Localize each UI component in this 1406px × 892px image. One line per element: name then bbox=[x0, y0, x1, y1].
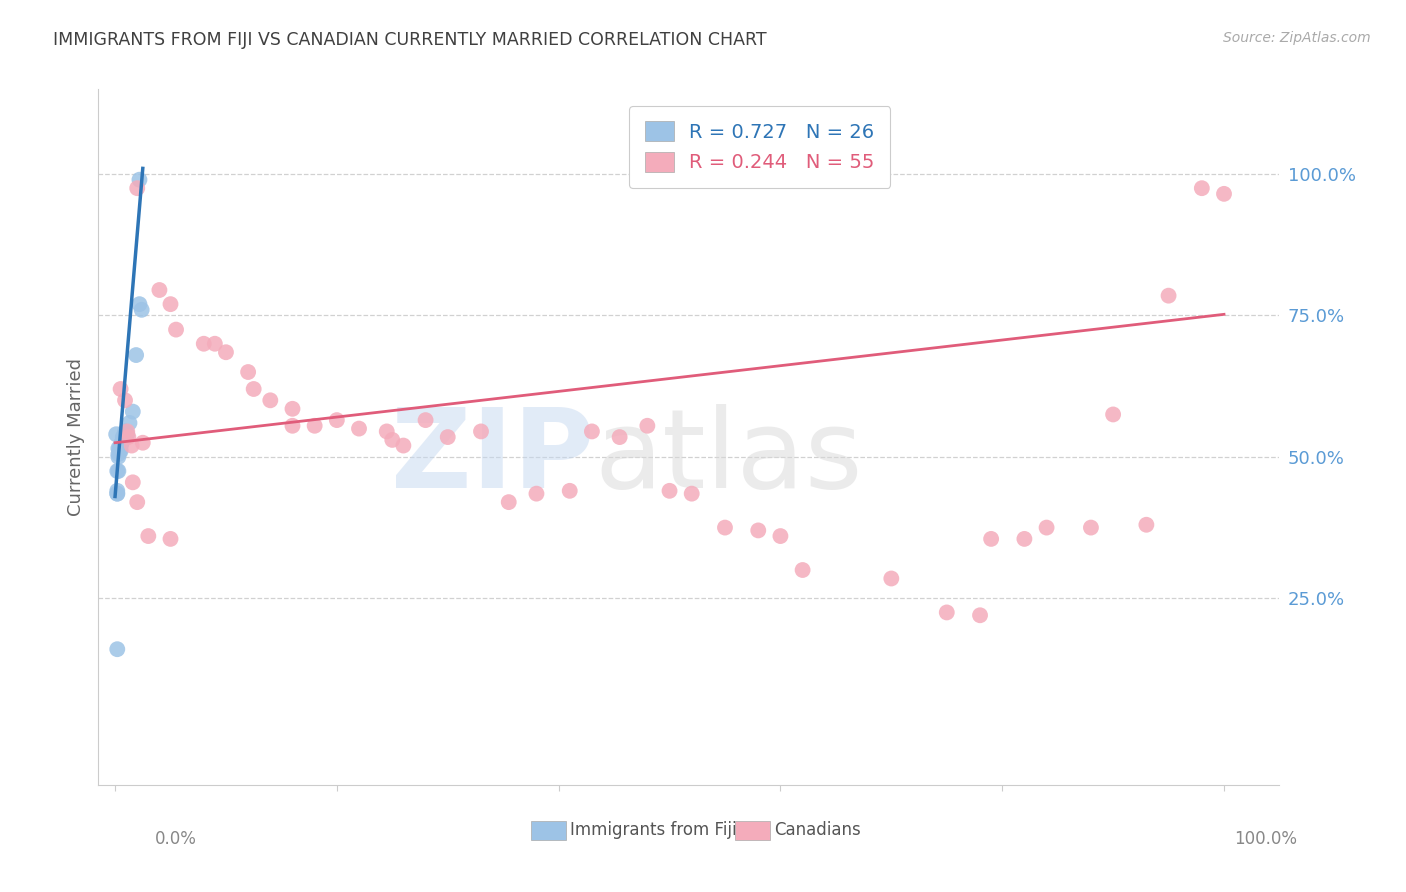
Point bbox=[1014, 532, 1036, 546]
Point bbox=[558, 483, 581, 498]
Point bbox=[107, 464, 129, 478]
Point bbox=[375, 425, 398, 439]
Point bbox=[304, 418, 326, 433]
Point bbox=[242, 382, 264, 396]
Point bbox=[105, 486, 128, 500]
Point bbox=[658, 483, 681, 498]
Point bbox=[392, 439, 415, 453]
Point bbox=[415, 413, 437, 427]
Text: Source: ZipAtlas.com: Source: ZipAtlas.com bbox=[1223, 31, 1371, 45]
Point bbox=[470, 425, 492, 439]
Point bbox=[127, 181, 149, 195]
Text: ZIP: ZIP bbox=[391, 404, 595, 511]
Point bbox=[117, 430, 139, 444]
Text: atlas: atlas bbox=[595, 404, 863, 511]
Point bbox=[259, 393, 281, 408]
Point bbox=[114, 430, 136, 444]
Point bbox=[381, 433, 404, 447]
Point bbox=[1157, 288, 1180, 302]
Point bbox=[118, 416, 141, 430]
Point bbox=[581, 425, 603, 439]
Point bbox=[136, 529, 159, 543]
Point bbox=[111, 430, 134, 444]
Point bbox=[1191, 181, 1213, 195]
Point bbox=[110, 442, 132, 456]
Point bbox=[127, 495, 149, 509]
Point bbox=[193, 336, 215, 351]
Point bbox=[204, 336, 226, 351]
Point bbox=[107, 447, 129, 461]
Point bbox=[105, 427, 128, 442]
Point bbox=[105, 486, 128, 500]
Point bbox=[609, 430, 631, 444]
Point bbox=[769, 529, 792, 543]
Point bbox=[236, 365, 259, 379]
Point bbox=[747, 524, 769, 538]
Point bbox=[107, 450, 129, 464]
Point bbox=[105, 464, 128, 478]
Point bbox=[117, 427, 139, 442]
Point bbox=[117, 425, 139, 439]
Point bbox=[681, 486, 703, 500]
Point bbox=[108, 444, 131, 458]
Legend: R = 0.727   N = 26, R = 0.244   N = 55: R = 0.727 N = 26, R = 0.244 N = 55 bbox=[630, 106, 890, 188]
Point bbox=[969, 608, 991, 623]
Point bbox=[215, 345, 238, 359]
Point bbox=[125, 348, 148, 362]
Text: Immigrants from Fiji: Immigrants from Fiji bbox=[571, 822, 737, 839]
Point bbox=[128, 297, 150, 311]
Point bbox=[114, 425, 136, 439]
Point bbox=[347, 421, 370, 435]
Point bbox=[1035, 520, 1057, 534]
Point bbox=[159, 297, 181, 311]
Point bbox=[636, 418, 658, 433]
Point bbox=[114, 393, 136, 408]
Point bbox=[935, 606, 957, 620]
Point bbox=[131, 302, 153, 317]
Point bbox=[107, 442, 129, 456]
Point bbox=[159, 532, 181, 546]
Point bbox=[148, 283, 170, 297]
Point bbox=[110, 444, 132, 458]
Point bbox=[111, 435, 134, 450]
Text: Canadians: Canadians bbox=[773, 822, 860, 839]
Point bbox=[526, 486, 548, 500]
Point bbox=[281, 401, 304, 416]
Point bbox=[108, 442, 131, 456]
Point bbox=[1102, 408, 1125, 422]
Text: 0.0%: 0.0% bbox=[155, 830, 197, 847]
Point bbox=[880, 572, 903, 586]
Point bbox=[105, 642, 128, 657]
Point bbox=[792, 563, 814, 577]
Point bbox=[121, 475, 143, 490]
Point bbox=[281, 418, 304, 433]
Point bbox=[121, 439, 143, 453]
Point bbox=[110, 382, 132, 396]
Point bbox=[714, 520, 737, 534]
Point bbox=[121, 404, 143, 418]
Point bbox=[980, 532, 1002, 546]
Point bbox=[1080, 520, 1102, 534]
Point bbox=[111, 435, 134, 450]
Point bbox=[498, 495, 520, 509]
Y-axis label: Currently Married: Currently Married bbox=[66, 358, 84, 516]
Point bbox=[326, 413, 349, 427]
Point bbox=[165, 323, 187, 337]
Point bbox=[105, 483, 128, 498]
Text: 100.0%: 100.0% bbox=[1234, 830, 1296, 847]
Point bbox=[1213, 186, 1236, 201]
Point bbox=[128, 172, 150, 186]
Point bbox=[436, 430, 458, 444]
Text: IMMIGRANTS FROM FIJI VS CANADIAN CURRENTLY MARRIED CORRELATION CHART: IMMIGRANTS FROM FIJI VS CANADIAN CURRENT… bbox=[53, 31, 768, 49]
Point bbox=[132, 435, 155, 450]
Point bbox=[1135, 517, 1157, 532]
